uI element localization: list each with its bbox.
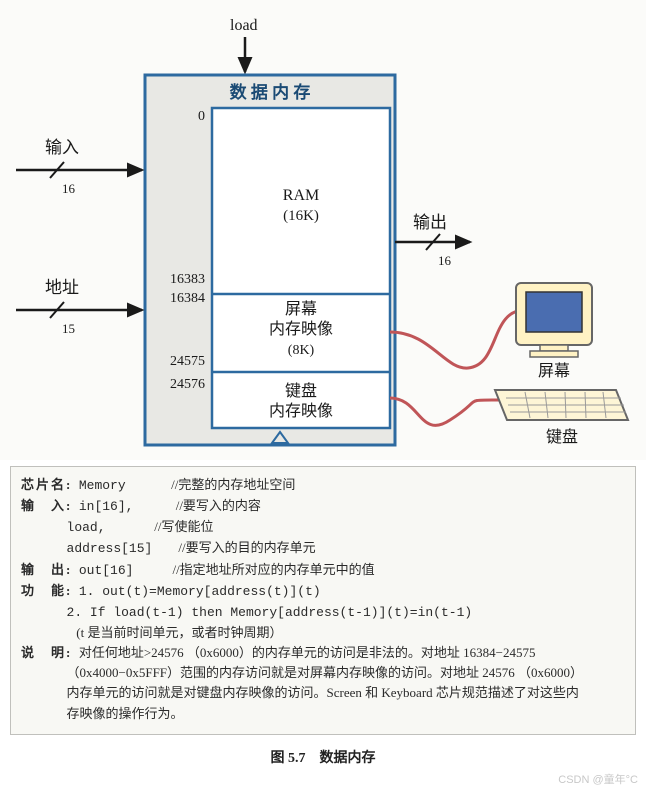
kbd-mem-l1: 键盘 <box>285 381 317 400</box>
ram-size: (16K) <box>283 208 319 224</box>
memory-inner-box <box>212 108 390 428</box>
input-label: 输入 <box>45 138 79 157</box>
screen-mem-l1: 屏幕 <box>285 300 317 318</box>
addr-24576: 24576 <box>170 377 205 392</box>
screen-cable <box>390 310 525 368</box>
addr-16384: 16384 <box>170 291 205 306</box>
in-label: 输 入: <box>21 498 72 513</box>
screen-icon <box>516 283 592 357</box>
output-width: 16 <box>438 253 452 268</box>
watermark: CSDN @童年°C <box>0 771 646 791</box>
addr-16383: 16383 <box>170 272 205 287</box>
chipname-label: 芯片名: <box>21 477 72 492</box>
screen-mem-l2: 内存映像 <box>269 320 333 338</box>
addr-24575: 24575 <box>170 354 205 369</box>
memory-diagram: load 数 据 内 存 输入 16 地址 15 输出 16 RAM (16K)… <box>0 0 646 460</box>
addr-width: 15 <box>62 321 75 336</box>
desc-label: 说 明: <box>21 645 72 660</box>
figure-caption: 图 5.7 数据内存 <box>0 739 646 771</box>
load-label: load <box>230 17 258 34</box>
ram-label: RAM <box>283 187 319 204</box>
screen-label: 屏幕 <box>538 362 570 380</box>
func-label: 功 能: <box>21 583 72 598</box>
screen-mem-l3: (8K) <box>288 343 315 358</box>
chip-spec: 芯片名: Memory //完整的内存地址空间 输 入: in[16], //要… <box>10 466 636 735</box>
output-label: 输出 <box>413 213 447 232</box>
chipname-val: Memory <box>79 478 126 493</box>
memory-title: 数 据 内 存 <box>230 82 311 102</box>
addr-0: 0 <box>198 109 205 124</box>
keyboard-label: 键盘 <box>546 427 578 446</box>
kbd-mem-l2: 内存映像 <box>269 402 333 420</box>
keyboard-icon <box>495 390 628 420</box>
chipname-cmt: //完整的内存地址空间 <box>171 477 295 492</box>
addr-label: 地址 <box>45 278 79 297</box>
input-width: 16 <box>62 181 76 196</box>
keyboard-cable <box>390 398 505 425</box>
out-label: 输 出: <box>21 562 72 577</box>
